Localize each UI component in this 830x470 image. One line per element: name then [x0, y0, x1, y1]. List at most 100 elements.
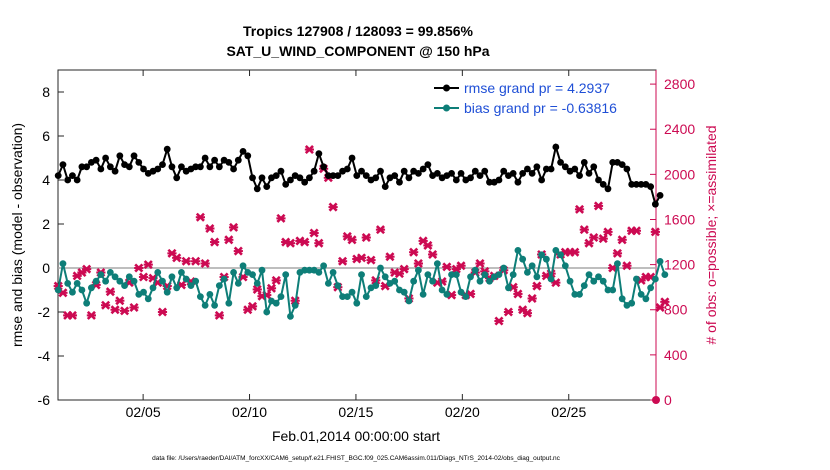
bias-point [102, 277, 110, 285]
rmse-point [381, 183, 389, 191]
right-y-tick-label: 1600 [664, 211, 695, 227]
obs-count-marker [603, 227, 613, 237]
x-tick-label: 02/15 [338, 404, 373, 420]
rmse-point [424, 161, 432, 169]
bias-point [87, 284, 95, 292]
y-tick-label: 2 [42, 216, 50, 232]
bias-point [287, 313, 294, 320]
obs-count-marker [252, 284, 262, 294]
rmse-point [83, 163, 91, 171]
obs-count-marker [247, 301, 258, 311]
x-tick-label: 02/20 [445, 404, 480, 420]
bias-point [315, 269, 323, 276]
rmse-point [396, 178, 403, 186]
rmse-point [97, 165, 105, 173]
bias-point [614, 260, 621, 267]
bias-point [64, 280, 72, 287]
bias-point [405, 297, 413, 305]
bias-point [343, 293, 351, 300]
rmse-point [590, 163, 598, 171]
rmse-point [249, 174, 256, 182]
right-axis-ticks: 0 400 800 1200 1600 2000 2400 2800 [650, 70, 695, 408]
obs-zero-marker [652, 396, 660, 404]
obs-count-marker [105, 287, 115, 297]
bias-point [599, 277, 607, 285]
rmse-point [305, 174, 313, 182]
bias-point [372, 282, 380, 289]
obs-count-marker [361, 233, 371, 243]
obs-count-marker [200, 258, 210, 269]
bias-point [585, 271, 593, 278]
rmse-point [173, 174, 181, 182]
bias-point [329, 269, 337, 276]
right-y-tick-label: 800 [664, 302, 688, 318]
rmse-point [239, 148, 247, 155]
x-axis-label: Feb.01,2014 00:00:00 start [272, 428, 440, 444]
bias-point [552, 247, 560, 254]
bias-point [178, 269, 185, 276]
rmse-point [647, 183, 655, 191]
obs-count-marker [266, 283, 277, 293]
obs-count-marker [347, 235, 357, 245]
rmse-point [135, 159, 143, 166]
rmse-point [415, 170, 422, 177]
obs-count-marker [428, 249, 438, 259]
obs-count-marker [157, 307, 168, 317]
rmse-point [116, 152, 124, 160]
rmse-point [405, 174, 413, 182]
obs-count-marker [598, 234, 608, 244]
bias-point [633, 275, 640, 283]
obs-count-marker [328, 202, 338, 212]
rmse-point [604, 185, 612, 193]
rmse-point [296, 174, 304, 182]
rmse-point [486, 178, 493, 186]
obs-count-marker [399, 264, 409, 274]
bias-point [168, 273, 176, 281]
bias-point [239, 262, 247, 270]
bias-point [358, 271, 365, 278]
y-tick-label: 6 [42, 128, 50, 144]
bias-point [249, 271, 256, 278]
right-y-tick-label: 2000 [664, 166, 695, 182]
rmse-point [467, 174, 474, 182]
plot-area [57, 69, 657, 401]
rmse-point [320, 163, 328, 171]
obs-count-marker [337, 256, 348, 266]
y-tick-label: -4 [38, 348, 51, 364]
bias-point [637, 291, 645, 298]
bias-point [140, 288, 147, 296]
bias-point [320, 262, 328, 270]
rmse-point [206, 163, 214, 171]
rmse-point [538, 176, 546, 184]
bias-point [576, 291, 583, 298]
obs-count-marker [413, 258, 424, 269]
obs-count-marker [271, 275, 281, 285]
obs-count-marker [285, 238, 296, 248]
rmse-point [495, 176, 503, 184]
obs-count-marker [456, 261, 466, 271]
rmse-point [102, 154, 110, 162]
rmse-point [140, 165, 147, 173]
bias-point [201, 302, 209, 309]
bias-point [192, 277, 200, 285]
obs-count-marker [276, 213, 286, 223]
rmse-point [533, 163, 541, 171]
rmse-point [433, 170, 441, 177]
bias-point [528, 262, 536, 270]
bias-point [661, 271, 669, 278]
rmse-point [258, 174, 266, 182]
rmse-point [196, 163, 204, 171]
bias-point [234, 280, 242, 287]
bias-point [59, 260, 67, 267]
bias-point [476, 277, 484, 285]
rmse-point [637, 181, 645, 188]
rmse-point [234, 156, 242, 164]
obs-count-marker [375, 225, 386, 235]
bias-point [206, 291, 214, 298]
bias-point [471, 266, 479, 274]
bias-point [590, 277, 598, 285]
obs-count-marker [205, 223, 215, 234]
obs-count-marker [195, 212, 205, 222]
obs-count-marker [214, 310, 224, 320]
bias-point [452, 271, 460, 278]
